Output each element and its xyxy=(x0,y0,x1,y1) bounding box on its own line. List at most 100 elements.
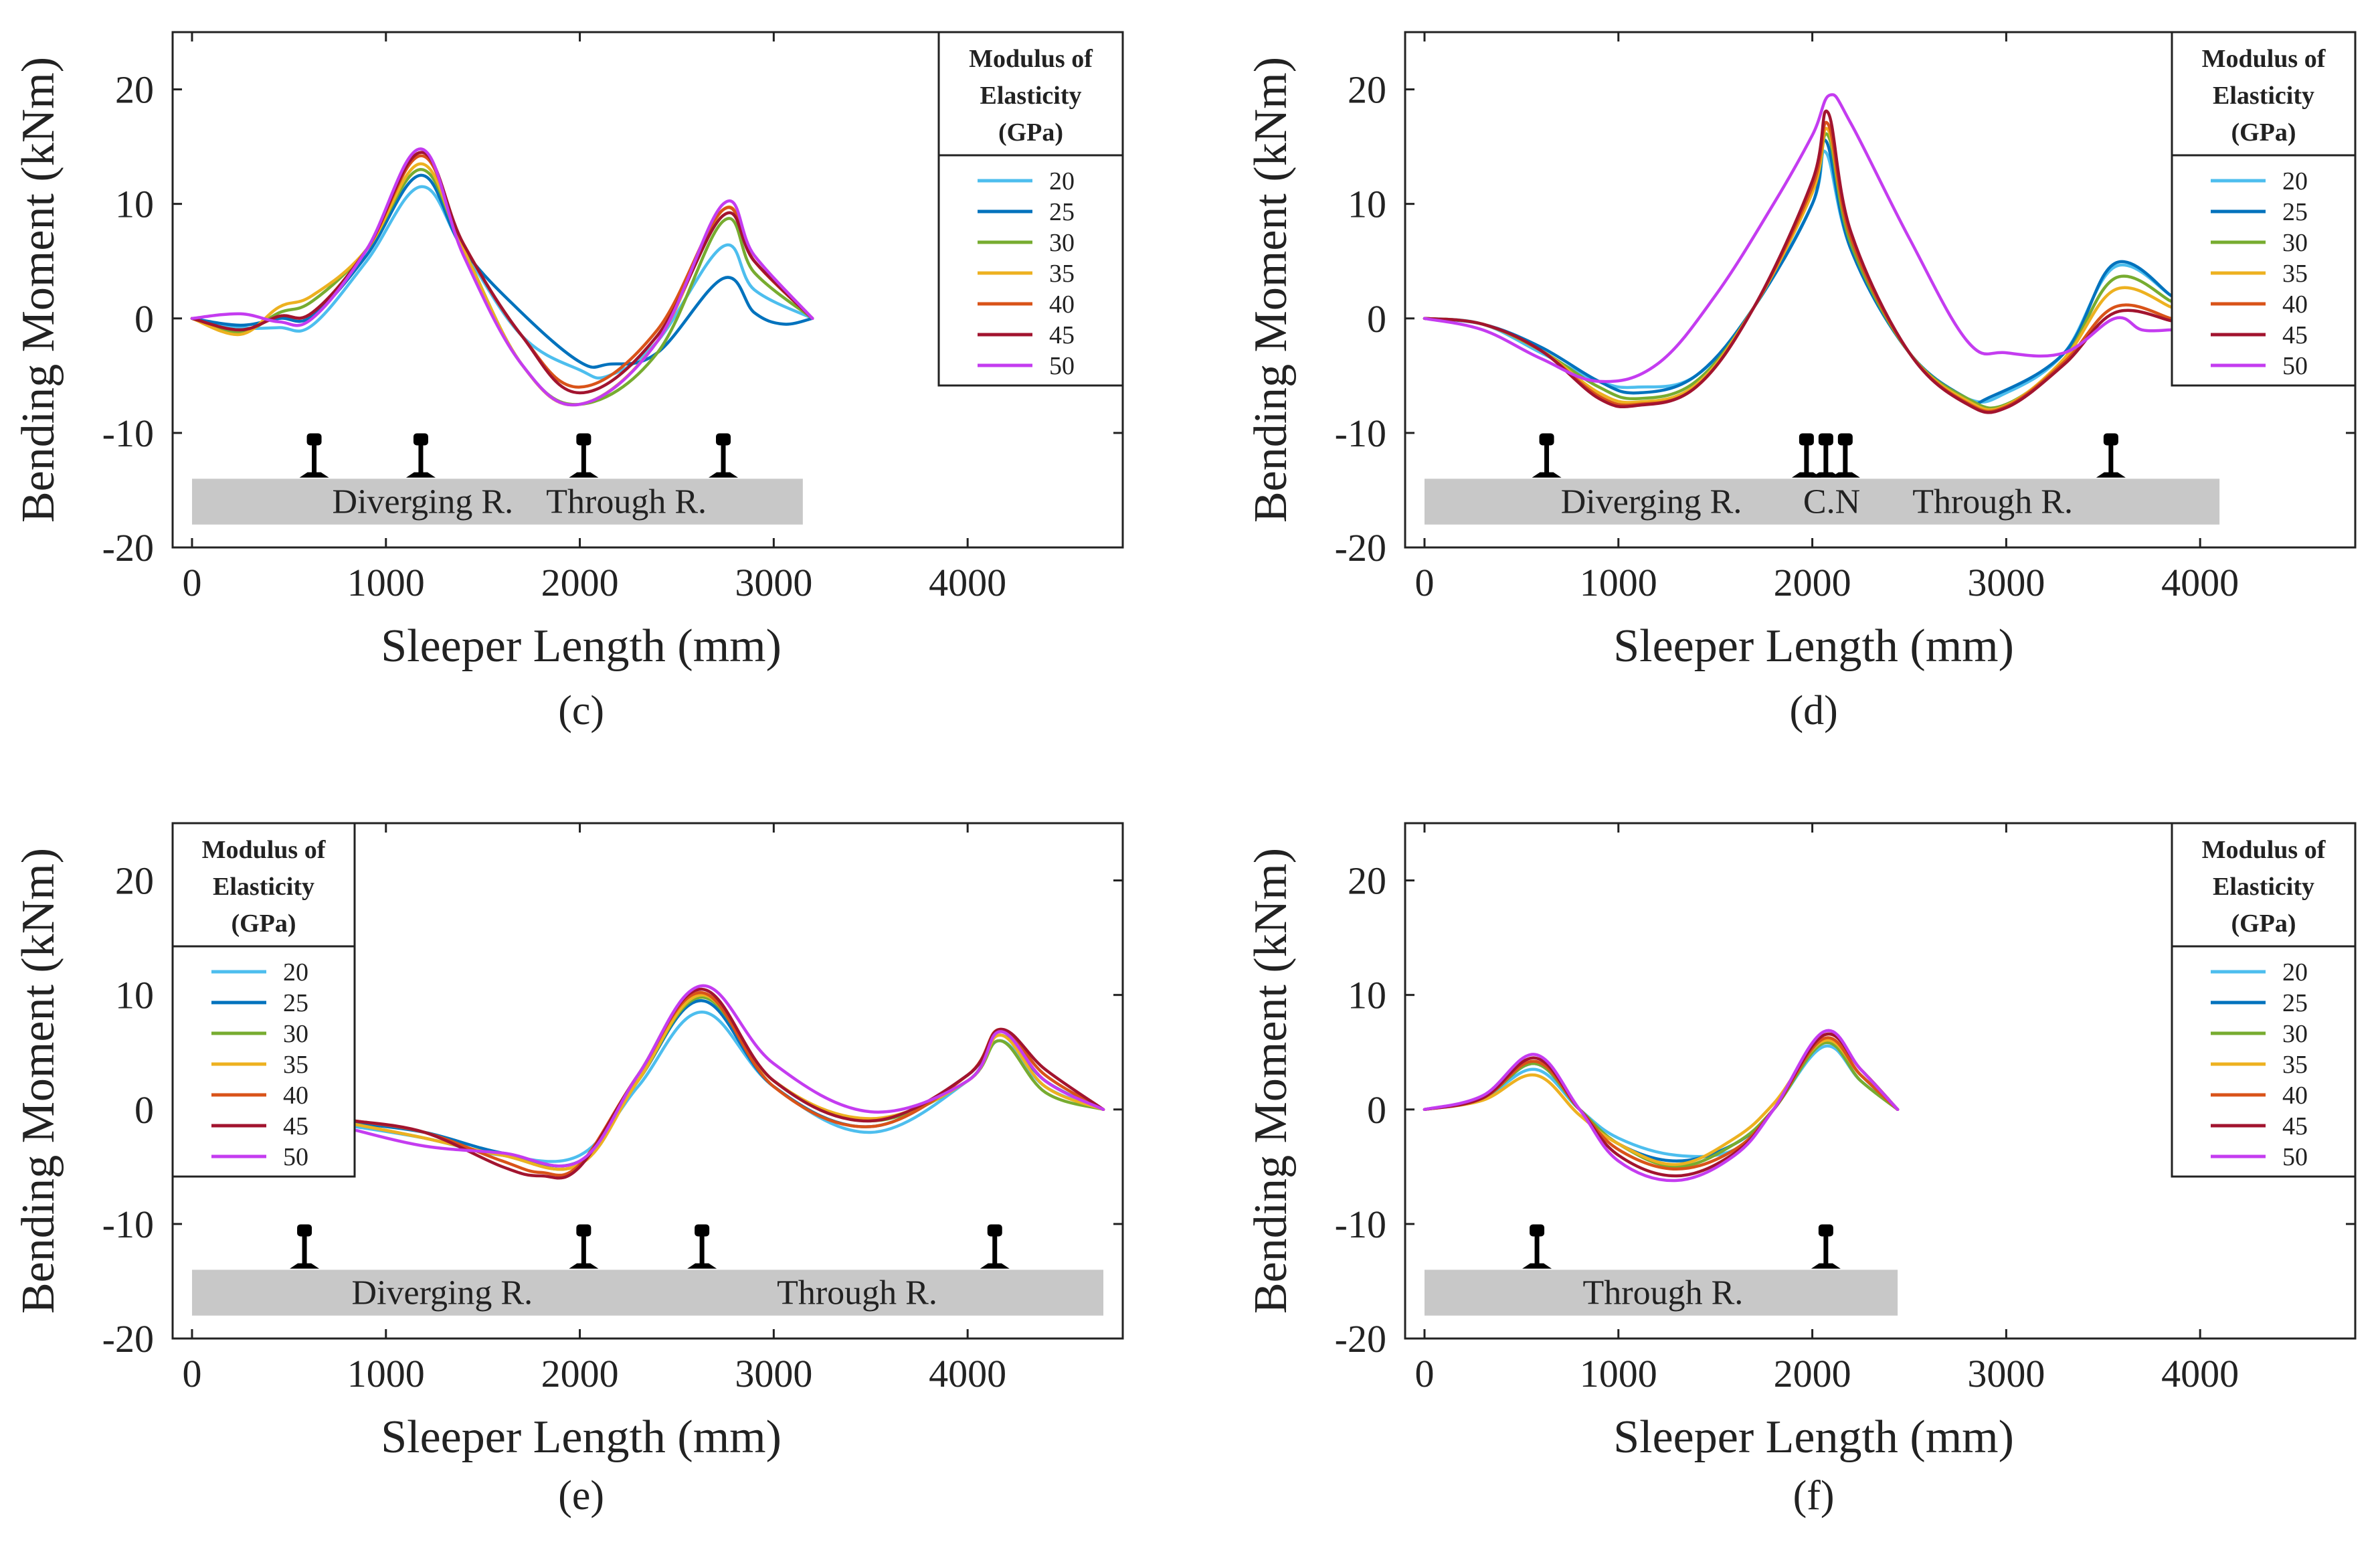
legend-title-line: Modulus of xyxy=(2202,836,2326,864)
rail-web xyxy=(1843,442,1848,475)
legend-box xyxy=(937,31,1124,387)
x-tick-label: 1000 xyxy=(347,561,425,604)
y-tick-label: 0 xyxy=(134,1088,154,1132)
x-tick-label: 3000 xyxy=(1967,561,2045,604)
rail-head xyxy=(2103,433,2118,446)
legend-entry-label: 40 xyxy=(1049,290,1075,319)
rail-web xyxy=(312,442,317,475)
rail-icon xyxy=(405,433,436,478)
series-line-50 xyxy=(353,984,1105,1168)
legend-box xyxy=(2171,822,2357,1178)
sleeper-label: Through R. xyxy=(546,483,707,521)
y-axis-label: Bending Moment (kNm) xyxy=(1245,848,1297,1314)
rail-icon xyxy=(2096,433,2126,478)
rail-web xyxy=(1544,442,1550,475)
x-tick-label: 2000 xyxy=(1774,1352,1851,1395)
rail-head xyxy=(716,433,731,446)
y-tick-label: 10 xyxy=(1348,183,1386,226)
rail-head xyxy=(1539,433,1554,446)
series-line-40 xyxy=(1423,1036,1900,1171)
y-axis-label: Bending Moment (kNm) xyxy=(13,57,64,523)
legend-entry-label: 45 xyxy=(283,1112,308,1140)
sleeper-label: C.N xyxy=(1803,483,1860,521)
sleeper-band xyxy=(191,1270,1104,1316)
legend-entry-label: 25 xyxy=(283,989,308,1017)
legend-entry-label: 20 xyxy=(283,958,308,986)
rail-head xyxy=(576,1224,591,1237)
legend-title-line: (GPa) xyxy=(2231,910,2296,938)
series-line-20 xyxy=(1423,1044,1900,1158)
y-tick-label: 0 xyxy=(1367,1088,1386,1132)
y-tick-label: 0 xyxy=(1367,297,1386,341)
rail-icon xyxy=(709,433,739,478)
rail-foot xyxy=(299,472,329,478)
x-tick-label: 2000 xyxy=(541,561,619,604)
series-line-50 xyxy=(1423,93,2173,383)
legend-entry-label: 50 xyxy=(1049,352,1075,380)
legend-title-line: (GPa) xyxy=(231,910,296,938)
y-tick-label: 20 xyxy=(115,68,154,112)
legend-entry-label: 45 xyxy=(2282,1112,2308,1140)
x-tick-label: 4000 xyxy=(2161,561,2239,604)
legend-entry-label: 35 xyxy=(2282,260,2308,288)
rail-icon xyxy=(1791,433,1821,478)
sleeper-band xyxy=(1424,479,2220,525)
legend-entry-label: 50 xyxy=(2282,352,2308,380)
legend-entry-label: 30 xyxy=(2282,229,2308,257)
legend-title-line: Elasticity xyxy=(213,873,314,901)
y-tick-label: -10 xyxy=(1335,412,1386,455)
x-tick-label: 3000 xyxy=(1967,1352,2045,1395)
panel-caption: (c) xyxy=(558,688,604,733)
legend-entry-label: 45 xyxy=(1049,321,1075,349)
legend-entry-label: 40 xyxy=(2282,1082,2308,1110)
y-tick-label: 20 xyxy=(115,859,154,903)
rail-web xyxy=(1804,442,1809,475)
rail-web xyxy=(992,1233,998,1266)
y-tick-label: -20 xyxy=(1335,526,1386,570)
rail-head xyxy=(1530,1224,1545,1237)
chart-panel-c: Diverging R. Through R. 0 1000 2000 3000 4000 2… xyxy=(13,31,1124,733)
y-tick-label: 10 xyxy=(1348,974,1386,1017)
rail-foot xyxy=(980,1263,1010,1269)
series-line-35 xyxy=(1423,1038,1900,1167)
series-line-30 xyxy=(190,168,814,406)
rail-icon xyxy=(980,1224,1010,1269)
series-group xyxy=(1423,1029,1900,1183)
legend-box xyxy=(2171,31,2357,387)
x-tick-label: 3000 xyxy=(735,561,812,604)
y-tick-label: 0 xyxy=(134,297,154,341)
x-tick-label: 2000 xyxy=(541,1352,619,1395)
rail-icon xyxy=(1811,433,1841,478)
legend-title-line: Elasticity xyxy=(2213,873,2314,901)
rail-web xyxy=(699,1233,705,1266)
x-axis-label: Sleeper Length (mm) xyxy=(381,1411,782,1463)
rail-icon xyxy=(290,1224,320,1269)
panel-caption: (e) xyxy=(558,1473,604,1519)
rail-head xyxy=(1818,433,1833,446)
y-tick-label: 20 xyxy=(1348,68,1386,112)
rail-web xyxy=(581,1233,586,1266)
legend-title-line: Elasticity xyxy=(980,82,1082,110)
sleeper-label: Diverging R. xyxy=(352,1274,533,1312)
series-line-25 xyxy=(1423,1038,1900,1163)
y-tick-label: -10 xyxy=(102,412,154,455)
panel-caption: (d) xyxy=(1789,688,1837,733)
rail-icon xyxy=(299,433,329,478)
series-line-45 xyxy=(353,987,1105,1180)
rail-foot xyxy=(1532,472,1562,478)
y-axis-label: Bending Moment (kNm) xyxy=(13,848,64,1314)
legend-entry-label: 35 xyxy=(2282,1051,2308,1079)
sleeper-label: Through R. xyxy=(1912,483,2073,521)
legend-entry-label: 35 xyxy=(1049,260,1075,288)
legend-entry-label: 25 xyxy=(2282,198,2308,226)
rail-foot xyxy=(290,1263,320,1269)
rail-foot xyxy=(709,472,739,478)
y-tick-label: 20 xyxy=(1348,859,1386,903)
panel-caption: (f) xyxy=(1793,1473,1835,1519)
y-tick-label: -20 xyxy=(102,526,154,570)
